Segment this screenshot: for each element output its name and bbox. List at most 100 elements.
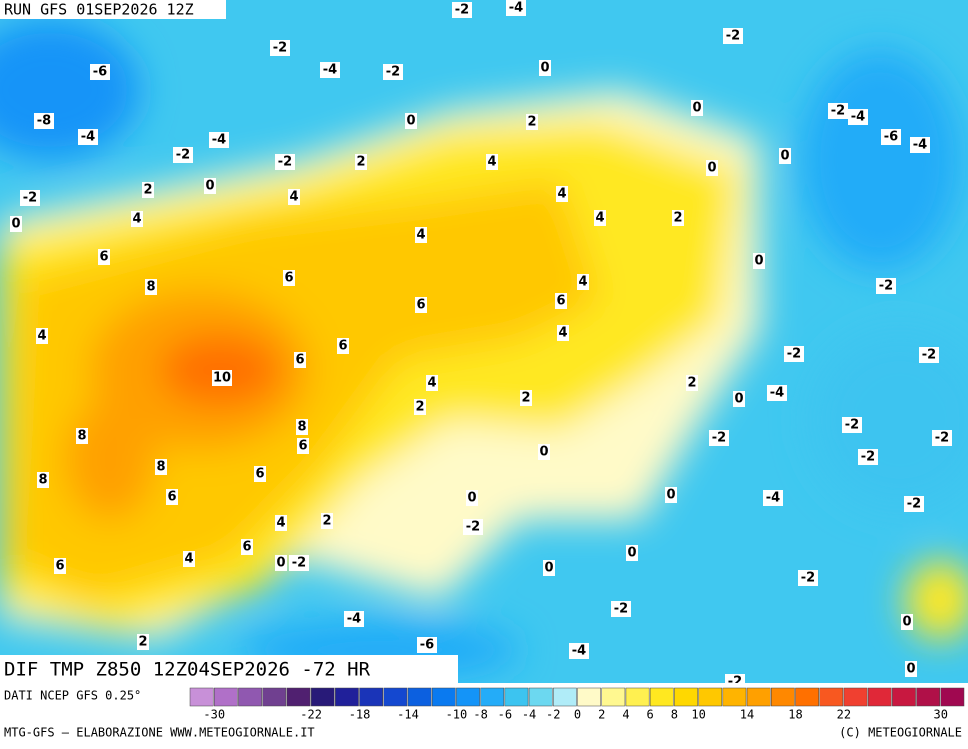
map-value-label: 0 bbox=[406, 114, 415, 129]
map-value-label: 0 bbox=[734, 392, 743, 407]
color-swatch bbox=[674, 687, 698, 707]
label-bg bbox=[142, 182, 154, 198]
label-bg bbox=[337, 338, 349, 354]
map-value-label: -2 bbox=[922, 348, 936, 363]
map-value-label: -2 bbox=[176, 148, 190, 163]
colorbar-tick-label: 14 bbox=[740, 708, 754, 722]
map-value-label: 4 bbox=[557, 187, 566, 202]
label-bg bbox=[753, 253, 765, 269]
map-value-label: -2 bbox=[935, 431, 949, 446]
map-value-label: -2 bbox=[831, 104, 845, 119]
label-bg bbox=[557, 325, 569, 341]
label-bg bbox=[241, 539, 253, 555]
colorbar-tick-label: -8 bbox=[473, 708, 487, 722]
map-value-label: 8 bbox=[146, 280, 155, 295]
label-bg bbox=[665, 487, 677, 503]
footer-left: MTG-GFS — ELABORAZIONE WWW.METEOGIORNALE… bbox=[4, 726, 315, 740]
label-bg bbox=[289, 555, 309, 571]
label-bg bbox=[779, 148, 791, 164]
label-bg bbox=[173, 147, 193, 163]
label-bg bbox=[452, 2, 472, 18]
label-bg bbox=[858, 449, 878, 465]
map-value-label: 4 bbox=[558, 326, 567, 341]
color-swatch bbox=[746, 687, 771, 707]
map-value-label: 4 bbox=[289, 190, 298, 205]
colorbar-tick-label: -22 bbox=[300, 708, 322, 722]
map-value-label: -6 bbox=[420, 638, 434, 653]
label-bg bbox=[842, 417, 862, 433]
map-value-label: -4 bbox=[572, 644, 586, 659]
color-swatch bbox=[238, 687, 262, 707]
color-swatch bbox=[771, 687, 795, 707]
label-bg bbox=[543, 560, 555, 576]
colorbar-tick-label: 4 bbox=[622, 708, 629, 722]
map-value-label: 2 bbox=[138, 635, 147, 650]
map-value-label: 0 bbox=[780, 149, 789, 164]
label-bg bbox=[486, 154, 498, 170]
label-bg bbox=[466, 490, 478, 506]
map-value-label: 8 bbox=[77, 429, 86, 444]
colorbar-tick-label: 0 bbox=[574, 708, 581, 722]
map-value-label: -2 bbox=[861, 450, 875, 465]
label-bg bbox=[415, 227, 427, 243]
label-bg bbox=[594, 210, 606, 226]
color-swatch bbox=[480, 687, 505, 707]
label-bg bbox=[881, 129, 901, 145]
map-value-label: -2 bbox=[712, 431, 726, 446]
label-bg bbox=[270, 40, 290, 56]
color-swatch bbox=[819, 687, 844, 707]
map-value-label: -2 bbox=[845, 418, 859, 433]
map-value-label: 2 bbox=[356, 155, 365, 170]
map-value-label: 0 bbox=[11, 217, 20, 232]
map-value-label: 6 bbox=[556, 294, 565, 309]
label-bg bbox=[506, 0, 526, 16]
label-bg bbox=[212, 370, 232, 386]
colorbar-tick-label: -10 bbox=[446, 708, 468, 722]
label-bg bbox=[296, 419, 308, 435]
label-bg bbox=[288, 189, 300, 205]
label-bg bbox=[901, 614, 913, 630]
label-bg bbox=[763, 490, 783, 506]
label-bg bbox=[344, 611, 364, 627]
colorbar-tick-label: 30 bbox=[934, 708, 948, 722]
label-bg bbox=[569, 643, 589, 659]
label-bg bbox=[767, 385, 787, 401]
footer-right: (C) METEOGIORNALE bbox=[839, 726, 962, 740]
caption-box bbox=[0, 655, 458, 683]
map-value-label: -4 bbox=[347, 612, 361, 627]
label-bg bbox=[90, 64, 110, 80]
map-value-label: -6 bbox=[884, 130, 898, 145]
label-bg bbox=[672, 210, 684, 226]
colorbar: -30 -22 -18 -14 -10 -8 -6 -4 -2 0 2 4 6 8 10 14 18 22 30 bbox=[189, 687, 965, 722]
map-value-label: 0 bbox=[627, 546, 636, 561]
label-bg bbox=[577, 274, 589, 290]
color-swatch bbox=[286, 687, 311, 707]
label-bg bbox=[131, 211, 143, 227]
map-value-label: 2 bbox=[415, 400, 424, 415]
map-value-label: 6 bbox=[242, 540, 251, 555]
map-value-label: 4 bbox=[487, 155, 496, 170]
label-bg bbox=[905, 661, 917, 677]
map-value-label: -2 bbox=[907, 497, 921, 512]
color-swatch bbox=[310, 687, 335, 707]
colorbar-tick-label: -2 bbox=[546, 708, 560, 722]
map-value-label: 4 bbox=[578, 275, 587, 290]
label-bg bbox=[54, 558, 66, 574]
color-swatch bbox=[867, 687, 892, 707]
map-value-label: -2 bbox=[23, 191, 37, 206]
map-value-label: 8 bbox=[38, 473, 47, 488]
label-bg bbox=[254, 466, 266, 482]
map-value-label: 6 bbox=[255, 467, 264, 482]
map-value-label: 0 bbox=[205, 179, 214, 194]
map-value-label: 4 bbox=[427, 376, 436, 391]
label-bg bbox=[709, 430, 729, 446]
label-bg bbox=[275, 515, 287, 531]
map-value-label: -2 bbox=[879, 279, 893, 294]
map-value-label: 4 bbox=[132, 212, 141, 227]
map-value-label: 6 bbox=[338, 339, 347, 354]
color-swatch bbox=[940, 687, 965, 707]
colorbar-tick-label: 18 bbox=[788, 708, 802, 722]
color-swatch bbox=[407, 687, 432, 707]
map-value-label: -2 bbox=[614, 602, 628, 617]
